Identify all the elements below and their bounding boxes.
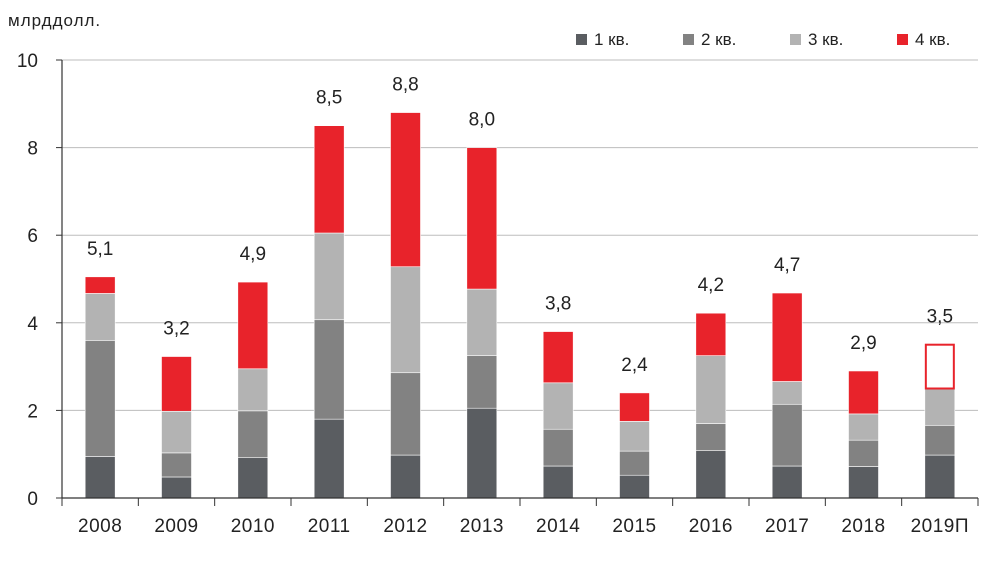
x-tick-label: 2014 [536,516,580,537]
y-tick-label: 0 [27,489,38,510]
bar-segment [695,450,727,499]
bar-segment [848,370,879,415]
bar-segment [161,410,192,454]
bar-segment [390,454,421,499]
bar-segment [542,428,574,467]
bar-segment [466,355,498,409]
legend-swatch [576,34,587,45]
bar-total-label: 4,9 [240,244,266,265]
x-tick-label: 2018 [841,516,885,537]
legend-label: 4 кв. [915,30,950,49]
x-tick-label: 2017 [765,516,809,537]
x-tick-label: 2013 [460,516,504,537]
bar-segment [313,319,345,420]
labels: 5,1 3,2 4,9 8,5 8,8 8,0 3,8 2,4 4,2 4,7 2,9 3,5 [87,75,953,376]
bar-segment [695,423,727,451]
legend-label: 2 кв. [701,30,736,49]
axes: 0 2 4 6 8 10 млрддолл. 2008 2009 2010 2011 2012 2013… [8,11,979,537]
bar-segment [313,232,345,321]
bar-segment [390,266,421,374]
legend-swatch [683,34,694,45]
bar-segment [466,407,498,499]
x-tick-label: 2010 [231,516,275,537]
bar-total-label: 5,1 [87,239,113,260]
y-tick-label: 2 [27,401,38,422]
bar-segment [771,403,803,467]
bar-total-label: 3,2 [163,319,189,340]
bar-segment [924,343,955,390]
bar-segment [466,147,498,290]
x-tick-label: 2011 [308,516,351,537]
bar-segment [695,355,727,424]
bar-segment [84,276,116,294]
x-tick-label: 2009 [154,516,198,537]
bar-segment [84,340,116,457]
bar-segment [848,466,879,499]
x-tick-label: 2016 [689,516,733,537]
bar-total-label: 4,2 [698,275,724,296]
gridlines [62,59,978,411]
y-tick-label: 10 [17,51,38,72]
legend-swatch [897,34,908,45]
bar-total-label: 3,5 [927,307,953,328]
bar-segment [313,125,345,234]
bar-segment [542,465,574,499]
bar-total-label: 4,7 [774,255,800,276]
legend-swatch [790,34,801,45]
bar-segment [848,413,879,441]
bar-segment [161,452,192,478]
x-tick-label: 2015 [612,516,656,537]
bar-segment [390,372,421,456]
bar-segment [619,421,650,452]
bar-segment [924,424,956,456]
bar-total-label: 8,8 [392,75,418,96]
bar-total-label: 8,5 [316,88,342,109]
bar-segment [161,356,192,412]
bar-segment [771,292,803,382]
x-tick-label: 2012 [383,516,427,537]
bar-segment [619,450,650,476]
bar-segment [771,465,803,499]
bar-segment [390,112,421,268]
x-tick-label: 2019П [911,516,969,537]
bar-segment [619,392,650,422]
bar-segment [771,381,803,405]
bar-segment [237,368,269,412]
bar-segment [924,388,956,426]
bar-total-label: 3,8 [545,294,571,315]
bar-segment [313,418,345,499]
legend: 1 кв. 2 кв. 3 кв. 4 кв. [576,30,950,49]
bars [84,112,956,499]
bar-segment [237,410,269,459]
y-tick-label: 4 [27,314,38,335]
bar-segment [695,312,727,356]
legend-label: 1 кв. [594,30,629,49]
y-tick-label: 8 [27,139,38,160]
legend-label: 3 кв. [808,30,843,49]
bar-segment [161,476,192,499]
bar-segment [84,293,116,341]
bar-segment [542,331,574,384]
bar-segment [84,456,116,499]
bar-total-label: 2,4 [621,355,648,376]
bar-segment [924,454,956,499]
bar-segment [237,457,269,499]
bar-segment [237,281,269,370]
bar-total-label: 2,9 [850,333,876,354]
bar-segment [619,474,650,499]
bar-total-label: 8,0 [469,110,495,131]
bar-segment [848,439,879,467]
bar-segment [466,288,498,356]
y-tick-label: 6 [27,226,38,247]
x-tick-label: 2008 [78,516,122,537]
bar-segment [542,382,574,430]
y-unit-label: млрддолл. [8,11,101,30]
